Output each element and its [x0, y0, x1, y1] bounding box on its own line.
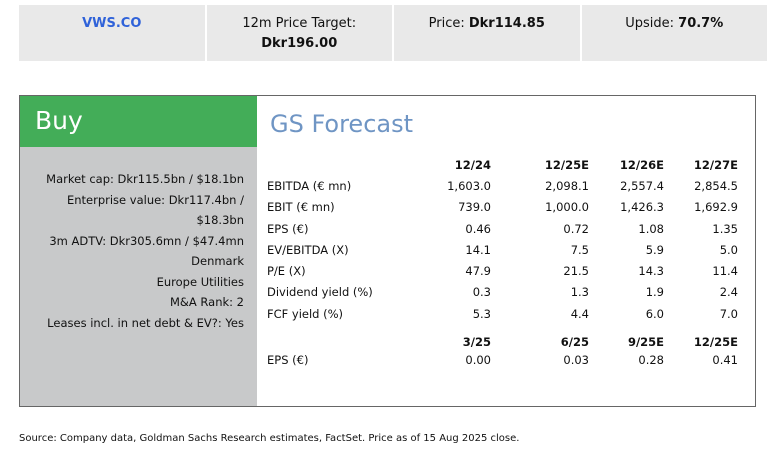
cell-value: 2,557.4 — [620, 178, 664, 193]
cell-value: 6/25 — [560, 335, 589, 350]
rating-badge: Buy — [20, 96, 257, 147]
price-value: Dkr114.85 — [468, 16, 545, 31]
cell-value: 12/24 — [454, 157, 491, 172]
cell-value: 1.35 — [712, 221, 738, 236]
table-row: EPS (€) 0.46 0.72 1.08 1.35 — [267, 218, 738, 239]
cell-value: 12/26E — [619, 157, 664, 172]
fact-item: M&A Rank: 2 — [170, 295, 244, 309]
price-cell: Price: Dkr114.85 — [394, 5, 580, 61]
company-info-panel: Buy Market cap: Dkr115.5bn / $18.1bn Ente… — [20, 96, 257, 406]
fact-item: Market cap: Dkr115.5bn / $18.1bn — [46, 172, 244, 186]
fact-item: Europe Utilities — [156, 274, 244, 289]
price-label: Price: — [428, 16, 465, 31]
cell-value: 7.5 — [570, 242, 589, 257]
summary-bar: VWS.CO 12m Price Target: Dkr196.00 Price:… — [19, 5, 767, 61]
cell-value: 12/27E — [693, 157, 738, 172]
cell-value: 47.9 — [465, 264, 491, 279]
price-target-label: 12m Price Target: — [242, 16, 357, 31]
table-row: P/E (X) 47.9 21.5 14.3 11.4 — [267, 260, 738, 281]
cell-value: 0.41 — [712, 353, 738, 368]
fact-item: Leases incl. in net debt & EV?: Yes — [47, 315, 244, 330]
table-row: EPS (€) 0.00 0.03 0.28 0.41 — [267, 349, 738, 370]
cell-value: 0.28 — [638, 353, 664, 368]
source-note: Source: Company data, Goldman Sachs Rese… — [19, 433, 520, 444]
cell-value: 9/25E — [627, 335, 664, 350]
cell-value: 1,692.9 — [694, 200, 738, 215]
cell-value: 4.4 — [570, 306, 589, 321]
cell-value: 739.0 — [458, 200, 491, 215]
row-label: EBIT (€ mn) — [267, 200, 335, 215]
cell-value: 2,854.5 — [694, 178, 738, 193]
table-row: EV/EBITDA (X) 14.1 7.5 5.9 5.0 — [267, 239, 738, 260]
row-label: Dividend yield (%) — [267, 285, 373, 300]
table-row: EBIT (€ mn) 739.0 1,000.0 1,426.3 1,692.9 — [267, 197, 738, 218]
cell-value: 6.0 — [645, 306, 664, 321]
cell-value: 1.08 — [638, 221, 664, 236]
row-label: EV/EBITDA (X) — [267, 242, 349, 257]
cell-value: 5.9 — [645, 242, 664, 257]
table-row: Dividend yield (%) 0.3 1.3 1.9 2.4 — [267, 282, 738, 303]
forecast-title: GS Forecast — [270, 110, 414, 138]
cell-value: 1.9 — [645, 285, 664, 300]
ticker-cell: VWS.CO — [19, 5, 205, 61]
ticker-link[interactable]: VWS.CO — [82, 16, 142, 31]
cell-value: 12/25E — [544, 157, 589, 172]
row-label: FCF yield (%) — [267, 306, 344, 321]
upside-label: Upside: — [625, 16, 675, 31]
price-target-value: Dkr196.00 — [261, 36, 338, 51]
cell-value: 2.4 — [719, 285, 738, 300]
cell-value: 5.3 — [472, 306, 491, 321]
fact-item: Denmark — [191, 254, 244, 268]
company-facts: Market cap: Dkr115.5bn / $18.1bn Enterpri… — [20, 147, 257, 333]
cell-value: 0.00 — [465, 353, 491, 368]
cell-value: 7.0 — [719, 306, 738, 321]
row-label — [267, 154, 417, 175]
header-row: 12/24 12/25E 12/26E 12/27E — [267, 154, 738, 175]
cell-value: 0.3 — [472, 285, 491, 300]
cell-value: 11.4 — [712, 264, 738, 279]
forecast-table: 12/24 12/25E 12/26E 12/27E EBITDA (€ mn) 1,60… — [267, 154, 738, 371]
quarterly-header-row: 3/25 6/25 9/25E 12/25E — [267, 324, 738, 349]
cell-value: 1,000.0 — [545, 200, 589, 215]
cell-value: 1,426.3 — [620, 200, 664, 215]
upside-cell: Upside: 70.7% — [581, 5, 767, 61]
table-row: FCF yield (%) 5.3 4.4 6.0 7.0 — [267, 303, 738, 324]
cell-value: 21.5 — [563, 264, 589, 279]
upside-value: 70.7% — [678, 16, 724, 31]
row-label: EPS (€) — [267, 221, 309, 236]
cell-value: 2,098.1 — [545, 178, 589, 193]
cell-value: 1.3 — [570, 285, 589, 300]
row-label: EPS (€) — [267, 353, 309, 368]
row-label: P/E (X) — [267, 264, 306, 279]
cell-value: 12/25E — [693, 335, 738, 350]
fact-item: Enterprise value: Dkr117.4bn / $18.3bn — [66, 192, 244, 228]
cell-value: 3/25 — [462, 335, 491, 350]
forecast-panel: Buy Market cap: Dkr115.5bn / $18.1bn Ente… — [19, 95, 756, 407]
cell-value: 5.0 — [719, 242, 738, 257]
cell-value: 0.03 — [563, 353, 589, 368]
fact-item: 3m ADTV: Dkr305.6mn / $47.4mn — [49, 233, 244, 248]
table-row: EBITDA (€ mn) 1,603.0 2,098.1 2,557.4 2,854.… — [267, 175, 738, 196]
price-target-cell: 12m Price Target: Dkr196.00 — [206, 5, 392, 61]
cell-value: 1,603.0 — [447, 178, 491, 193]
row-label — [267, 324, 417, 349]
cell-value: 14.1 — [465, 242, 491, 257]
cell-value: 0.46 — [465, 221, 491, 236]
cell-value: 14.3 — [638, 264, 664, 279]
row-label: EBITDA (€ mn) — [267, 178, 352, 193]
cell-value: 0.72 — [563, 221, 589, 236]
